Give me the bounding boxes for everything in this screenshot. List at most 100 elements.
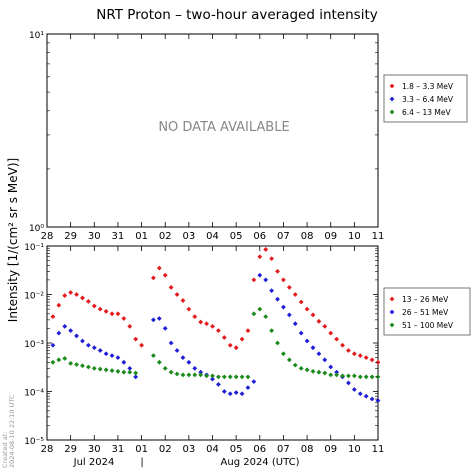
data-point-series-2	[257, 306, 263, 312]
data-point-series-2	[115, 368, 121, 374]
x-tick-label: 01	[135, 231, 148, 242]
data-point-series-0	[62, 293, 68, 298]
x-tick-label: 31	[112, 444, 125, 455]
data-point-series-0	[156, 265, 162, 271]
data-point-series-1	[334, 369, 340, 375]
data-point-series-2	[281, 351, 286, 357]
x-tick-label: 05	[230, 444, 243, 455]
x-tick-label: 10	[348, 444, 361, 455]
data-point-series-2	[174, 371, 180, 377]
data-point-series-2	[328, 372, 334, 378]
upper-panel: 28 29 30 31 01 02 03 04 05 06 07 08 09 10 11 10⁰ 10¹ NO…	[29, 31, 384, 242]
x-tick-label: 05	[230, 231, 243, 242]
data-point-series-1	[85, 342, 91, 348]
data-point-series-2	[168, 369, 174, 375]
data-point-series-1	[156, 316, 162, 321]
data-point-series-0	[204, 321, 209, 327]
data-point-series-0	[245, 328, 251, 334]
data-point-series-1	[74, 333, 79, 339]
data-point-series-1	[363, 393, 369, 399]
created-at-time: 2024-08-10 22:10 UTC	[8, 394, 16, 468]
chart-title: NRT Proton – two-hour averaged intensity	[96, 7, 377, 23]
data-point-series-1	[239, 391, 245, 397]
data-point-series-1	[281, 304, 286, 310]
data-point-series-1	[269, 288, 275, 294]
legend-entry: 1.8 – 3.3 MeV	[402, 82, 454, 91]
x-tick-label: 04	[206, 231, 219, 242]
x-tick-label: 06	[253, 231, 266, 242]
data-point-series-2	[334, 372, 340, 378]
x-tick-label: 28	[41, 231, 54, 242]
data-point-series-0	[221, 335, 227, 340]
data-point-series-1	[275, 296, 280, 302]
data-point-series-2	[121, 369, 127, 375]
data-point-series-1	[245, 385, 251, 391]
data-point-series-0	[357, 353, 363, 358]
data-point-series-2	[156, 359, 162, 365]
lower-legend: 13 – 26 MeV 26 – 51 MeV 51 – 100 MeV	[383, 287, 471, 336]
data-point-series-2	[109, 368, 115, 373]
data-point-series-0	[192, 314, 198, 320]
data-point-series-2	[245, 374, 251, 380]
x-tick-label: 29	[64, 231, 77, 242]
x-tick-label: 30	[88, 444, 101, 455]
data-point-series-2	[103, 367, 109, 373]
data-point-series-2	[62, 356, 68, 361]
data-point-series-1	[310, 345, 316, 351]
data-point-series-2	[180, 372, 186, 378]
data-point-series-0	[210, 323, 215, 329]
data-point-series-1	[91, 345, 97, 351]
y-axis-label: Intensity [1/(cm² sr s MeV)]	[6, 158, 20, 322]
data-point-series-0	[304, 306, 310, 312]
data-point-series-0	[133, 336, 139, 342]
data-point-series-1	[375, 398, 381, 403]
y-tick-label: 10⁻⁵	[24, 437, 44, 447]
data-point-series-1	[50, 342, 56, 348]
data-point-series-0	[257, 254, 263, 260]
legend-marker	[389, 309, 395, 315]
data-point-series-2	[251, 311, 257, 317]
lower-x-axis: 28 29 30 31 01 02 03 04 05 06 07 08 09 10 11	[41, 246, 384, 455]
month-separator: |	[140, 457, 143, 468]
data-point-series-0	[168, 285, 174, 290]
data-point-series-0	[363, 355, 369, 360]
data-point-series-0	[103, 308, 109, 314]
data-point-series-2	[204, 373, 209, 379]
data-point-series-0	[56, 302, 62, 308]
data-point-series-1	[251, 379, 257, 385]
data-point-series-0	[150, 275, 156, 281]
upper-legend-frame	[383, 74, 468, 123]
x-tick-label: 03	[182, 231, 195, 242]
x-tick-label: 07	[277, 444, 290, 455]
data-point-series-0	[239, 336, 245, 342]
data-point-series-1	[210, 376, 215, 382]
data-point-series-2	[363, 374, 369, 380]
data-point-series-1	[115, 355, 121, 360]
data-point-series-2	[340, 373, 345, 379]
data-point-series-1	[257, 272, 263, 278]
data-point-series-2	[369, 374, 375, 380]
data-point-series-0	[340, 342, 345, 348]
no-data-annotation: NO DATA AVAILABLE	[158, 120, 289, 135]
x-tick-label: 01	[135, 444, 148, 455]
data-point-series-0	[109, 311, 115, 317]
legend-entry: 3.3 – 6.4 MeV	[402, 95, 454, 104]
y-tick-label: 10⁻¹	[24, 243, 44, 253]
data-point-series-0	[227, 342, 233, 348]
data-point-series-2	[310, 368, 316, 374]
data-point-series-0	[351, 351, 357, 357]
y-tick-label: 10⁰	[29, 224, 44, 234]
data-point-series-1	[351, 387, 357, 392]
x-tick-label: 02	[159, 231, 172, 242]
data-point-series-1	[133, 374, 139, 380]
data-point-series-1	[198, 369, 204, 375]
data-point-series-2	[275, 340, 280, 346]
data-point-series-0	[50, 314, 56, 320]
data-point-series-0	[269, 256, 275, 261]
upper-x-axis: 28 29 30 31 01 02 03 04 05 06 07 08 09 10 11	[41, 34, 384, 242]
data-point-series-2	[239, 374, 245, 380]
data-point-series-2	[298, 365, 304, 371]
data-point-series-0	[186, 306, 192, 312]
data-point-series-0	[322, 323, 328, 329]
data-point-series-0	[286, 285, 292, 290]
